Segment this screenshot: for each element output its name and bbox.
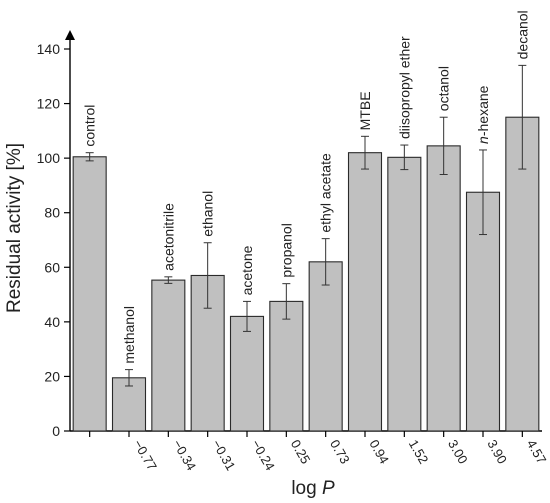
bar-label-text: methanol [121,306,137,364]
y-axis-arrow [65,30,75,40]
error-bars-group [85,64,527,387]
bar [347,152,383,432]
bar-label: acetone [239,245,255,295]
x-tick-label: −0.34 [170,437,199,473]
x-tick-label: 0.73 [327,437,353,466]
x-axis-title: log P [291,478,335,499]
bar-label: decanol [514,10,530,59]
bar-label-text: ethyl acetate [318,153,334,233]
x-axis-title-main: log [291,478,322,499]
bar [111,377,147,432]
bar [269,300,304,432]
bar-label-text: acetonitrile [160,203,176,271]
bar-labels-group: control methanol acetonitrile ethanol aceton… [82,10,531,363]
bar-label: octanol [436,66,452,111]
bar [426,145,461,432]
bar-label: control [82,105,98,147]
y-tick-label: 80 [44,205,60,221]
y-axis-title: Residual activity [%] [4,143,25,313]
bar-label-text: -hexane [475,85,491,136]
y-tick-label: 100 [37,150,61,166]
x-axis-title-italic: P [322,478,335,499]
bar-label: ethanol [200,191,216,237]
axes [65,30,542,432]
y-tick-label: 120 [37,96,61,112]
bar-label-text: ethanol [200,191,216,237]
bar-label: propanol [278,223,294,278]
x-tick-label: 0.94 [366,437,392,466]
x-tick-label: 4.57 [524,437,550,466]
bar-label: diisopropyl ether [396,36,412,139]
bar [387,156,422,432]
x-tick-label: −0.24 [248,437,277,473]
bar-label: methanol [121,306,137,364]
bar-label-text: acetone [239,245,255,295]
x-tick-label: 3.90 [484,437,510,466]
bar [308,261,343,432]
bar-label-text: diisopropyl ether [396,36,412,139]
x-tick-label: 1.52 [406,437,432,466]
x-tick-label: 3.00 [445,437,471,466]
bars-group [72,116,540,432]
bar-label-text: octanol [436,66,452,111]
x-tick-label: −0.77 [130,437,159,473]
bar-label-italic: n [475,136,491,144]
bar [72,156,107,432]
bar-label-text: MTBE [357,91,373,130]
bar-label-text: control [82,105,98,147]
bar [229,315,265,432]
bar-label-text: propanol [278,223,294,278]
y-tick-label: 20 [44,368,60,384]
bar-label: n-hexane [475,85,491,144]
bar-label: acetonitrile [160,203,176,271]
x-tick-label: 0.25 [288,437,314,466]
bar [151,279,186,432]
bar-label: MTBE [357,91,373,130]
y-tick-label: 0 [52,423,60,439]
x-tick-label: −0.31 [209,437,238,473]
y-tick-label: 140 [37,41,61,57]
bar-label: ethyl acetate [318,153,334,233]
bar-label-text: decanol [514,10,530,59]
y-tick-label: 60 [44,259,60,275]
y-tick-label: 40 [44,314,60,330]
